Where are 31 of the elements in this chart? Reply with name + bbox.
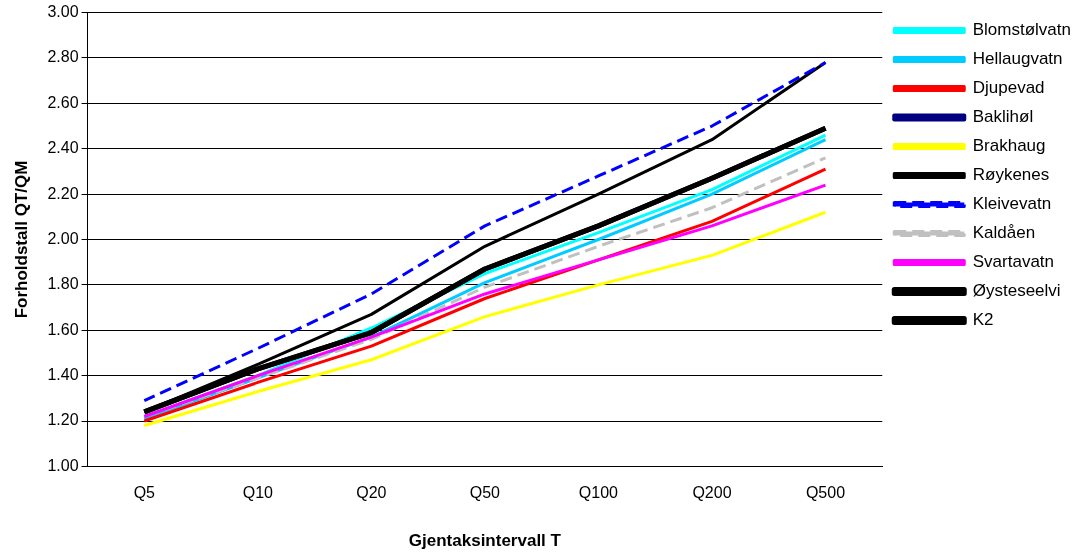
- legend-label: Kleivevatn: [972, 194, 1052, 214]
- legend-label: Røykenes: [972, 165, 1050, 185]
- y-tick-label: 2.20: [47, 184, 79, 202]
- y-tick-label: 2.60: [47, 93, 79, 111]
- legend-label: Øysteseelvi: [972, 281, 1061, 301]
- x-tick-label: Q5: [133, 484, 156, 502]
- y-axis-title: Forholdstall QT/QM: [11, 160, 31, 319]
- legend-label: Hellaugvatn: [972, 49, 1063, 69]
- x-tick-label: Q500: [805, 484, 846, 502]
- x-tick-label: Q20: [356, 484, 387, 502]
- x-tick-label: Q100: [578, 484, 619, 502]
- legend-label: Kaldåen: [972, 223, 1036, 243]
- legend-label: K2: [972, 310, 994, 330]
- x-tick-label: Q50: [469, 484, 501, 502]
- legend-label: Djupevad: [972, 78, 1045, 98]
- x-axis-title: Gjentaksintervall T: [408, 531, 562, 551]
- y-tick-label: 1.00: [47, 456, 79, 474]
- y-tick-label: 1.60: [47, 320, 79, 338]
- legend-label: Brakhaug: [972, 136, 1046, 156]
- y-tick-label: 1.20: [47, 411, 79, 429]
- legend-label: Baklihøl: [972, 107, 1034, 127]
- x-tick-label: Q200: [692, 484, 732, 502]
- y-tick-label: 2.00: [47, 229, 79, 247]
- y-tick-label: 1.80: [47, 275, 79, 293]
- legend-label: Blomstølvatn: [972, 20, 1071, 40]
- y-tick-label: 2.80: [47, 48, 79, 66]
- y-tick-label: 2.40: [47, 139, 79, 157]
- y-tick-label: 3.00: [47, 3, 79, 21]
- y-tick-label: 1.40: [47, 366, 79, 384]
- x-tick-label: Q10: [242, 484, 274, 502]
- legend-label: Svartavatn: [972, 252, 1055, 272]
